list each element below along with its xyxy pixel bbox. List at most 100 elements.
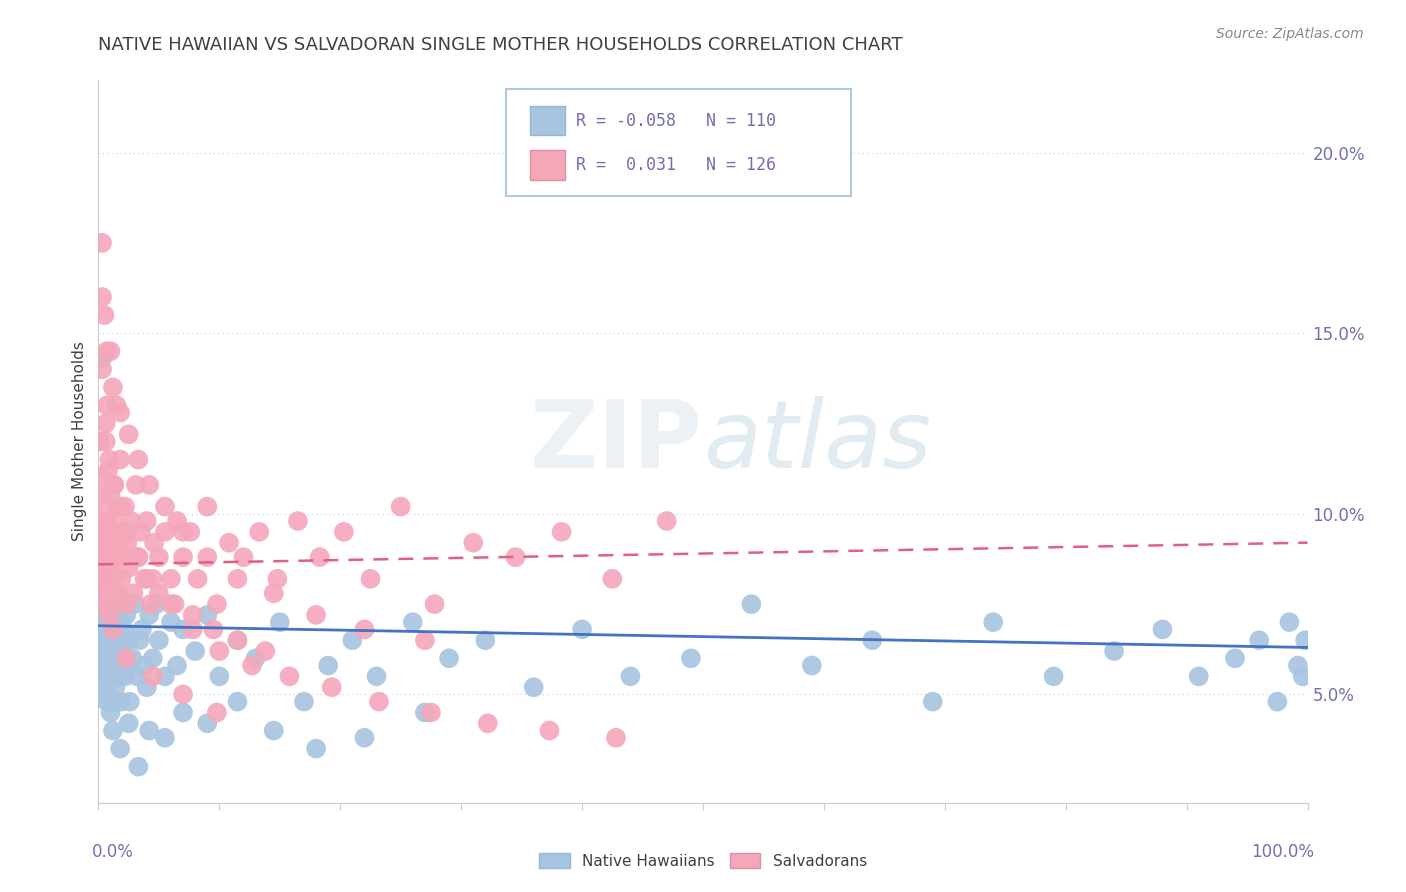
Point [860,633,883,648]
Point [105,398,128,412]
Point [108,500,131,514]
Text: NATIVE HAWAIIAN VS SALVADORAN SINGLE MOTHER HOUSEHOLDS CORRELATION CHART: NATIVE HAWAIIAN VS SALVADORAN SINGLE MOT… [98,36,903,54]
Point [118,716,141,731]
Point [98,607,121,622]
Point [172,623,194,637]
Point [110,572,132,586]
Point [134,572,156,586]
Point [104,524,127,539]
Point [90,633,112,648]
Point [172,550,194,565]
Point [118,427,141,442]
Point [117,535,139,549]
Point [1292,669,1315,683]
Text: 100.0%: 100.0% [1250,843,1313,861]
Point [172,706,194,720]
Point [981,615,1004,630]
Point [101,380,124,394]
Point [91,507,114,521]
Point [108,658,131,673]
Point [181,623,204,637]
Point [125,478,148,492]
Point [100,344,122,359]
Point [96,615,118,630]
Point [96,398,118,412]
Point [148,586,170,600]
Point [389,500,412,514]
Point [108,535,131,549]
Point [93,308,115,322]
Point [100,489,122,503]
Point [226,695,249,709]
Point [413,633,436,648]
Point [437,651,460,665]
Point [800,658,823,673]
Point [571,623,593,637]
Point [101,623,124,637]
Point [247,524,270,539]
Point [184,644,207,658]
Point [366,669,388,683]
Point [100,669,122,683]
Point [89,561,111,575]
Point [263,586,285,600]
Point [105,623,128,637]
Point [111,644,134,658]
Point [153,500,176,514]
Text: R =  0.031   N = 126: R = 0.031 N = 126 [576,156,776,174]
Text: R = -0.058   N = 110: R = -0.058 N = 110 [576,112,776,129]
Point [138,607,160,622]
Point [91,524,114,539]
Point [163,597,186,611]
Point [121,651,143,665]
Point [1102,644,1125,658]
Point [131,623,153,637]
Point [195,500,218,514]
Point [98,452,121,467]
Point [127,669,149,683]
Point [122,586,145,600]
Point [93,579,115,593]
Point [333,524,356,539]
Point [96,572,118,586]
Point [103,478,125,492]
Point [110,695,132,709]
Point [505,550,527,565]
Point [129,524,152,539]
Point [202,623,225,637]
Point [143,535,166,549]
Point [100,535,122,549]
Point [97,586,120,600]
Point [108,669,131,683]
Point [1267,695,1289,709]
Point [232,550,254,565]
Point [103,615,125,630]
Point [100,607,122,622]
Point [474,633,496,648]
Point [135,680,157,694]
Point [101,723,124,738]
Point [148,633,170,648]
Point [115,607,138,622]
Point [118,633,141,648]
Point [226,572,249,586]
Point [108,615,131,630]
Point [90,623,112,637]
Point [127,550,149,565]
Point [477,716,499,731]
Point [160,597,183,611]
Point [91,658,114,673]
Point [172,687,194,701]
Point [218,535,240,549]
Point [93,669,115,683]
Point [305,607,328,622]
Point [118,695,141,709]
Point [305,741,328,756]
Point [166,514,188,528]
Point [181,607,204,622]
Point [103,478,125,492]
Point [292,695,315,709]
Point [105,586,128,600]
Point [1042,669,1064,683]
Point [153,524,176,539]
